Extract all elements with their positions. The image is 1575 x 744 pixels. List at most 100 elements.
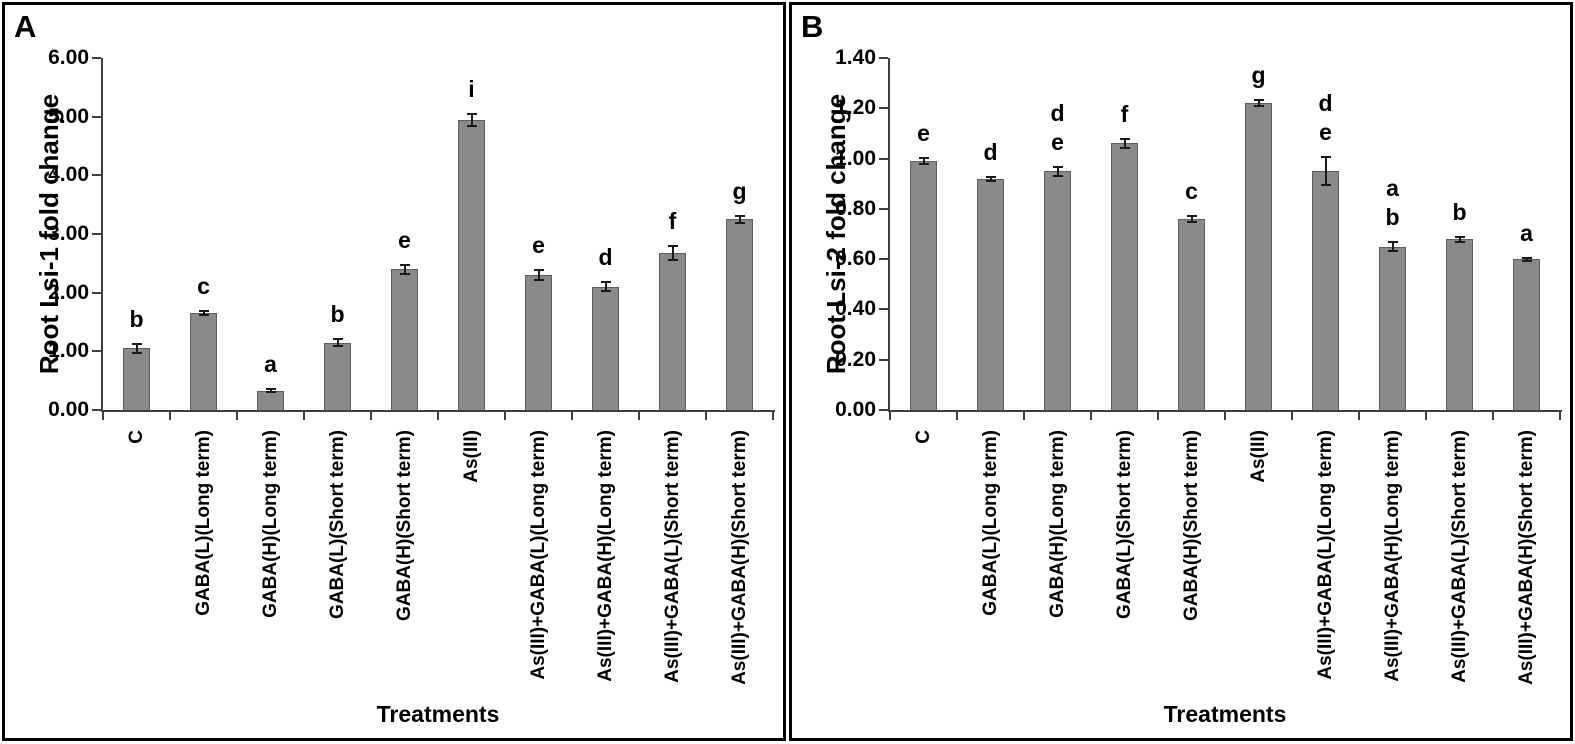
y-axis-line xyxy=(101,58,103,412)
x-category-label: As(III)+GABA(L)(Long term) xyxy=(1314,430,1336,680)
bar xyxy=(1379,246,1406,410)
significance-letter: c xyxy=(197,273,210,300)
x-category-label: As(III) xyxy=(1247,430,1269,483)
error-bar-cap-bottom xyxy=(131,351,142,354)
error-bar-cap-bottom xyxy=(1454,240,1465,243)
error-bar-cap-top xyxy=(667,245,678,248)
bar xyxy=(659,253,686,410)
error-bar-cap-top xyxy=(198,310,209,313)
error-bar-line xyxy=(1324,157,1327,185)
error-bar-cap-top xyxy=(1119,137,1130,140)
x-category-label: GABA(H)(Short term) xyxy=(1180,430,1202,622)
error-bar-cap-bottom xyxy=(1186,220,1197,223)
x-tick xyxy=(1023,412,1025,420)
error-bar-cap-bottom xyxy=(1052,174,1063,177)
x-tick xyxy=(571,412,573,420)
x-axis-line xyxy=(101,410,775,412)
error-bar-line xyxy=(470,114,473,127)
error-bar-cap-top xyxy=(332,338,343,340)
y-tick-label: 4.00 xyxy=(48,163,89,187)
error-bar-line xyxy=(1123,138,1126,148)
x-category-label: GABA(L)(Long term) xyxy=(979,430,1001,616)
bar xyxy=(391,269,418,410)
y-tick xyxy=(879,207,888,210)
y-tick xyxy=(92,291,101,294)
y-axis-line xyxy=(888,58,890,412)
bar xyxy=(1312,171,1339,410)
significance-letter: d e xyxy=(1318,90,1333,146)
significance-letter: e xyxy=(917,120,930,147)
error-bar-line xyxy=(671,246,674,261)
y-tick xyxy=(92,57,101,59)
bar xyxy=(1245,103,1272,410)
error-bar-cap-top xyxy=(533,268,544,271)
error-bar-cap-bottom xyxy=(985,179,996,182)
error-bar-cap-top xyxy=(399,263,410,266)
y-tick-label: 2.00 xyxy=(48,280,89,304)
y-tick xyxy=(879,57,888,59)
y-tick xyxy=(879,358,888,361)
error-bar-cap-top xyxy=(1052,165,1063,168)
y-tick-label: 1.00 xyxy=(48,339,89,363)
significance-letter: b xyxy=(1452,198,1467,225)
error-bar-cap-bottom xyxy=(332,345,343,348)
bar xyxy=(190,313,217,410)
x-tick xyxy=(638,412,640,420)
panel-a: A Root Lsi-1 fold change 0.00 1.00 2.00 3.0… xyxy=(2,2,786,741)
x-category-label: As(III) xyxy=(460,430,482,483)
y-tick xyxy=(92,174,101,177)
error-bar-cap-top xyxy=(131,343,142,346)
bar xyxy=(123,348,150,410)
x-tick xyxy=(303,412,305,420)
x-category-label: As(III)+GABA(H)(Long term) xyxy=(594,430,616,682)
y-tick-label: 1.00 xyxy=(835,146,876,170)
error-bar-line xyxy=(1190,215,1193,222)
bar xyxy=(257,390,284,410)
error-bar-line xyxy=(135,344,138,353)
x-tick xyxy=(437,412,439,420)
error-bar-line xyxy=(403,264,406,274)
x-tick xyxy=(504,412,506,420)
bar xyxy=(1044,171,1071,410)
error-bar-line xyxy=(604,282,607,292)
error-bar-cap-top xyxy=(1253,99,1264,102)
significance-letter: e xyxy=(398,226,411,253)
x-tick xyxy=(889,412,891,420)
y-tick xyxy=(92,409,101,411)
y-tick xyxy=(879,409,888,411)
x-category-label: C xyxy=(125,430,147,444)
error-bar-line xyxy=(989,176,992,181)
y-tick-label: 0.80 xyxy=(835,196,876,220)
x-tick xyxy=(705,412,707,420)
error-bar-cap-top xyxy=(1320,156,1331,159)
error-bar-cap-top xyxy=(466,113,477,116)
error-bar-cap-bottom xyxy=(1253,105,1264,108)
error-bar-cap-bottom xyxy=(734,221,745,224)
error-bar-line xyxy=(1056,166,1059,176)
panel-a-letter: A xyxy=(14,9,37,44)
error-bar-cap-bottom xyxy=(198,313,209,316)
x-tick xyxy=(1492,412,1494,420)
bar xyxy=(525,275,552,410)
x-axis-title: Treatments xyxy=(1163,701,1287,727)
bar xyxy=(592,286,619,410)
x-category-label: GABA(H)(Long term) xyxy=(259,430,281,618)
y-tick xyxy=(92,350,101,353)
significance-letter: a xyxy=(264,350,277,377)
error-bar-line xyxy=(1257,100,1260,107)
error-bar-cap-top xyxy=(600,281,611,284)
error-bar-line xyxy=(336,339,339,347)
significance-letter: f xyxy=(668,208,677,235)
error-bar-cap-bottom xyxy=(399,272,410,275)
y-tick-label: 0.00 xyxy=(48,398,89,421)
x-tick xyxy=(956,412,958,420)
error-bar-cap-top xyxy=(265,387,276,390)
x-tick xyxy=(1157,412,1159,420)
x-category-label: GABA(H)(Long term) xyxy=(1046,430,1068,618)
x-category-label: As(III)+GABA(H)(Short term) xyxy=(728,430,750,685)
x-tick xyxy=(169,412,171,420)
error-bar-line xyxy=(269,388,272,393)
error-bar-line xyxy=(202,311,205,315)
x-tick xyxy=(1224,412,1226,420)
